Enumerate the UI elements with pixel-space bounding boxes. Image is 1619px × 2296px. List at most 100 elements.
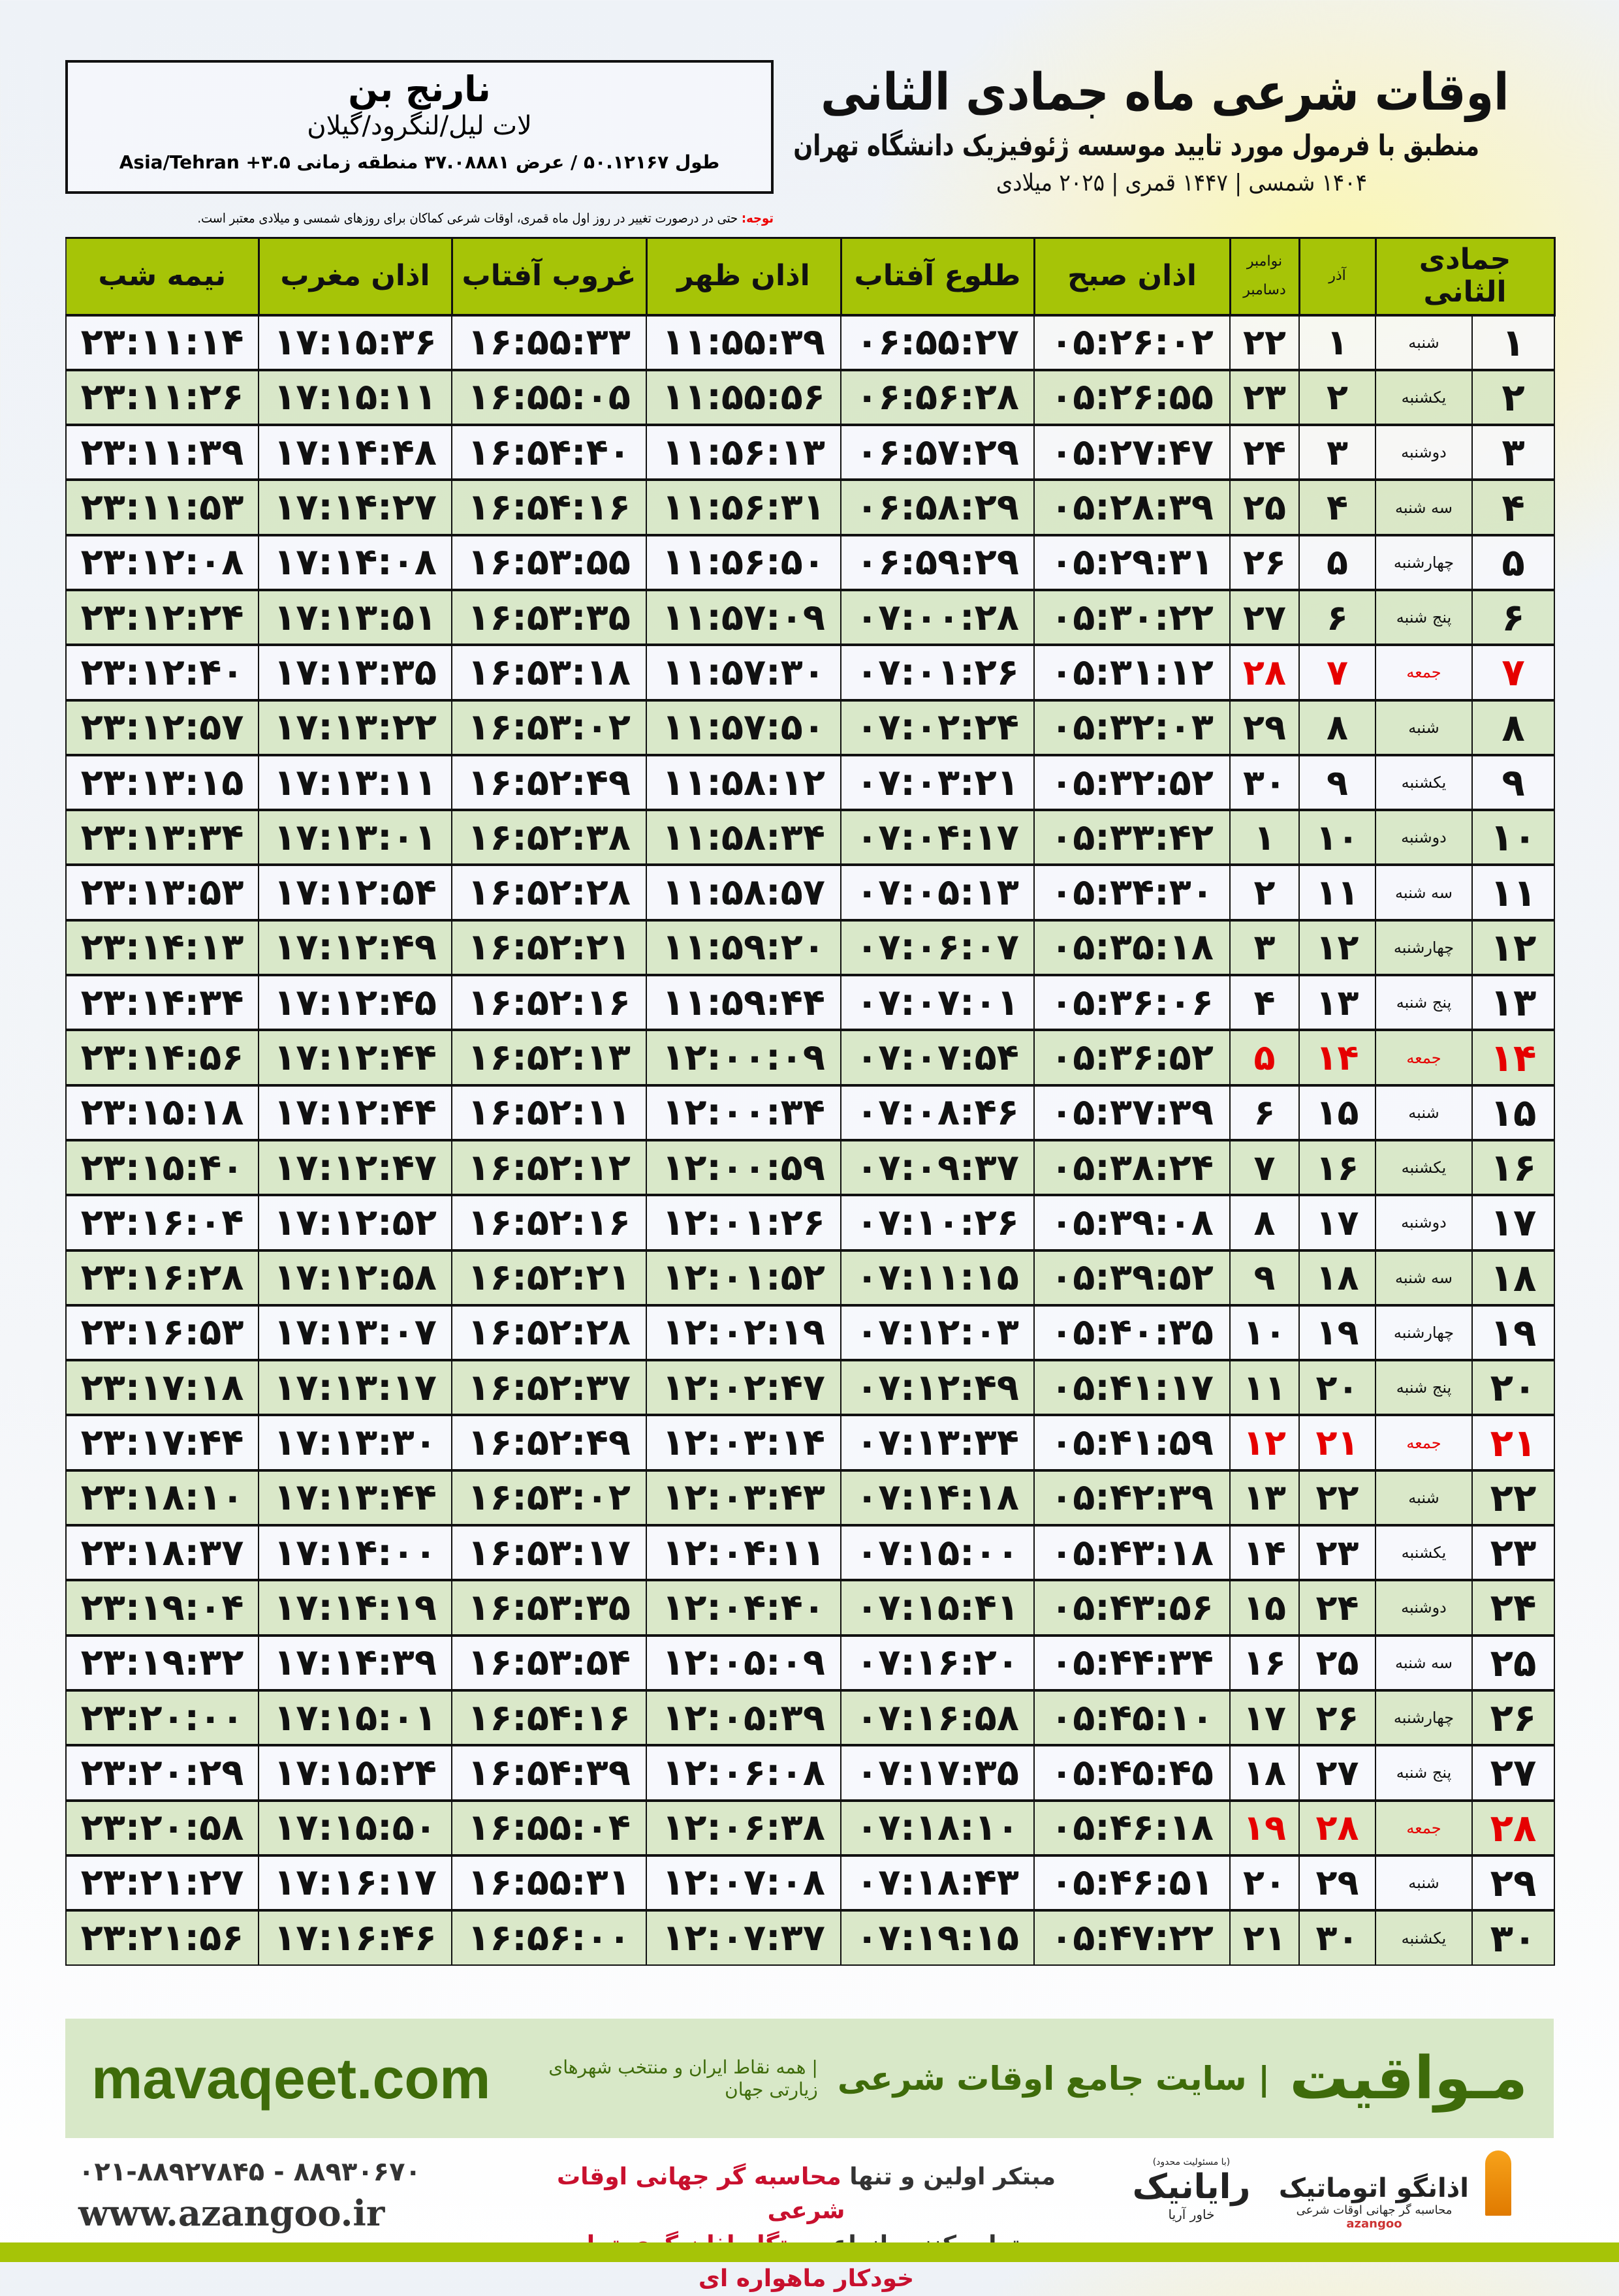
cell-sunrise: ۰۷:۰۶:۰۷ — [840, 918, 1035, 976]
promo-line1-b: محاسبه گر جهانی اوقات شرعی — [556, 2164, 845, 2224]
table-row: ۱۸ سه شنبه ۱۸ ۹ ۰۵:۳۹:۵۲ ۰۷:۱۱:۱۵ ۱۲:۰۱:۵۲ ۱۶:۵… — [65, 1249, 1556, 1306]
table-row: ۱۴ جمعه ۱۴ ۵ ۰۵:۳۶:۵۲ ۰۷:۰۷:۵۴ ۱۲:۰۰:۰۹ ۱۶:۵۲:۱… — [65, 1029, 1556, 1086]
cell-dhuhr: ۱۲:۰۶:۳۸ — [646, 1799, 841, 1856]
cell-fajr: ۰۵:۳۵:۱۸ — [1033, 918, 1231, 976]
mavaqeet-banner: مـواقیت | سایت جامع اوقات شرعی | همه نقا… — [65, 2019, 1554, 2138]
cell-weekday: سه شنبه — [1374, 863, 1473, 921]
cell-azar-day: ۷ — [1298, 644, 1376, 701]
cell-hijri-day: ۲۹ — [1471, 1854, 1556, 1912]
cell-sunset: ۱۶:۵۳:۵۵ — [451, 533, 647, 591]
cell-gregorian-day: ۴ — [1229, 974, 1300, 1031]
cell-dhuhr: ۱۱:۵۵:۵۶ — [646, 368, 841, 426]
cell-hijri-day: ۲۲ — [1471, 1468, 1556, 1527]
azangoo-url[interactable]: www.azangoo.ir — [78, 2192, 385, 2234]
cell-hijri-day: ۱۶ — [1471, 1138, 1556, 1196]
coordinates: طول ۵۰.۱۲۱۶۷ / عرض ۳۷.۰۸۸۸۱ منطقه زمانی … — [119, 151, 720, 173]
cell-hijri-day: ۱۳ — [1471, 974, 1556, 1031]
cell-hijri-day: ۲۴ — [1471, 1579, 1556, 1636]
cell-weekday: سه شنبه — [1374, 1249, 1473, 1306]
cell-weekday: پنج شنبه — [1374, 1744, 1473, 1801]
cell-weekday: جمعه — [1374, 1414, 1473, 1471]
table-row: ۵ چهارشنبه ۵ ۲۶ ۰۵:۲۹:۳۱ ۰۶:۵۹:۲۹ ۱۱:۵۶:۵۰ ۱۶:۵… — [65, 533, 1556, 591]
cell-hijri-day: ۲۱ — [1471, 1414, 1556, 1471]
cell-gregorian-day: ۶ — [1229, 1083, 1300, 1141]
cell-sunset: ۱۶:۵۳:۳۵ — [451, 1579, 647, 1636]
table-row: ۱۶ یکشنبه ۱۶ ۷ ۰۵:۳۸:۲۴ ۰۷:۰۹:۳۷ ۱۲:۰۰:۵۹ ۱۶:۵۲… — [65, 1138, 1556, 1196]
rayanik-logo: (با مسئولیت محدود) رایانیک خاور آریا — [1110, 2157, 1273, 2222]
cell-sunset: ۱۶:۵۵:۰۴ — [451, 1799, 647, 1856]
cell-gregorian-day: ۵ — [1229, 1029, 1300, 1086]
cell-fajr: ۰۵:۴۳:۱۸ — [1033, 1524, 1231, 1581]
cell-dhuhr: ۱۱:۵۶:۳۱ — [646, 478, 841, 536]
cell-weekday: جمعه — [1374, 644, 1473, 701]
cell-azar-day: ۲۳ — [1298, 1524, 1376, 1581]
cell-midnight: ۲۳:۱۸:۳۷ — [65, 1524, 259, 1581]
note: توجه: حتی در درصورت تغییر در روز اول ماه… — [92, 210, 774, 226]
cell-fajr: ۰۵:۲۷:۴۷ — [1033, 424, 1231, 481]
cell-midnight: ۲۳:۱۲:۰۸ — [65, 533, 259, 591]
cell-hijri-day: ۵ — [1471, 533, 1556, 591]
cell-maghrib: ۱۷:۱۶:۱۷ — [258, 1854, 452, 1912]
cell-sunrise: ۰۷:۰۲:۲۴ — [840, 698, 1035, 756]
cell-fajr: ۰۵:۳۷:۳۹ — [1033, 1083, 1231, 1141]
cell-hijri-day: ۷ — [1471, 644, 1556, 701]
cell-azar-day: ۵ — [1298, 533, 1376, 591]
mavaqeet-url[interactable]: mavaqeet.com — [91, 2045, 491, 2111]
cell-maghrib: ۱۷:۱۲:۴۵ — [258, 974, 452, 1031]
cell-azar-day: ۳۰ — [1298, 1909, 1376, 1966]
cell-fajr: ۰۵:۳۶:۵۲ — [1033, 1029, 1231, 1086]
cell-dhuhr: ۱۱:۵۶:۵۰ — [646, 533, 841, 591]
promo-line1-a: مبتکر اولین و تنها — [841, 2164, 1056, 2190]
cell-dhuhr: ۱۲:۰۳:۴۳ — [646, 1468, 841, 1527]
cell-sunset: ۱۶:۵۴:۱۶ — [451, 478, 647, 536]
cell-sunset: ۱۶:۵۲:۱۶ — [451, 974, 647, 1031]
table-row: ۴ سه شنبه ۴ ۲۵ ۰۵:۲۸:۳۹ ۰۶:۵۸:۲۹ ۱۱:۵۶:۳۱ ۱۶:۵۴… — [65, 478, 1556, 536]
cell-sunrise: ۰۷:۱۳:۳۴ — [840, 1414, 1035, 1471]
cell-hijri-day: ۸ — [1471, 698, 1556, 756]
cell-azar-day: ۶ — [1298, 588, 1376, 646]
cell-weekday: دوشنبه — [1374, 1579, 1473, 1636]
col-november: نوامبر — [1246, 253, 1283, 270]
cell-dhuhr: ۱۲:۰۵:۰۹ — [646, 1634, 841, 1691]
cell-hijri-day: ۲۸ — [1471, 1799, 1556, 1856]
cell-azar-day: ۲ — [1298, 368, 1376, 426]
banner-tagline: | سایت جامع اوقات شرعی — [837, 2059, 1270, 2098]
cell-sunset: ۱۶:۵۴:۳۹ — [451, 1744, 647, 1801]
cell-sunrise: ۰۷:۰۳:۲۱ — [840, 753, 1035, 811]
cell-azar-day: ۱۶ — [1298, 1138, 1376, 1196]
cell-midnight: ۲۳:۱۳:۱۵ — [65, 753, 259, 811]
cell-dhuhr: ۱۲:۰۱:۵۲ — [646, 1249, 841, 1306]
table-row: ۷ جمعه ۷ ۲۸ ۰۵:۳۱:۱۲ ۰۷:۰۱:۲۶ ۱۱:۵۷:۳۰ ۱۶:۵۳:۱۸… — [65, 644, 1556, 701]
azangoo-sub: محاسبه گر جهانی اوقات شرعی — [1296, 2203, 1453, 2217]
cell-maghrib: ۱۷:۱۵:۱۱ — [258, 368, 452, 426]
table-row: ۲۹ شنبه ۲۹ ۲۰ ۰۵:۴۶:۵۱ ۰۷:۱۸:۴۳ ۱۲:۰۷:۰۸ ۱۶:۵۵:… — [65, 1854, 1556, 1912]
page-subtitle: منطبق با فرمول مورد تایید موسسه ژئوفیزیک… — [793, 129, 1479, 163]
cell-hijri-day: ۱۸ — [1471, 1249, 1556, 1306]
col-december: دسامبر — [1243, 282, 1286, 299]
cell-weekday: یکشنبه — [1374, 1138, 1473, 1196]
cell-sunrise: ۰۶:۵۹:۲۹ — [840, 533, 1035, 591]
cell-azar-day: ۲۴ — [1298, 1579, 1376, 1636]
cell-dhuhr: ۱۱:۵۸:۵۷ — [646, 863, 841, 921]
cell-hijri-day: ۱۵ — [1471, 1083, 1556, 1141]
cell-fajr: ۰۵:۳۳:۴۲ — [1033, 809, 1231, 866]
col-midnight: نیمه شب — [65, 237, 260, 316]
cell-fajr: ۰۵:۴۳:۵۶ — [1033, 1579, 1231, 1636]
cell-fajr: ۰۵:۴۴:۳۴ — [1033, 1634, 1231, 1691]
cell-maghrib: ۱۷:۱۴:۳۹ — [258, 1634, 452, 1691]
cell-maghrib: ۱۷:۱۳:۳۰ — [258, 1414, 452, 1471]
cell-dhuhr: ۱۱:۵۷:۳۰ — [646, 644, 841, 701]
cell-gregorian-day: ۲۶ — [1229, 533, 1300, 591]
cell-sunset: ۱۶:۵۳:۰۲ — [451, 698, 647, 756]
cell-azar-day: ۹ — [1298, 753, 1376, 811]
table-row: ۲۸ جمعه ۲۸ ۱۹ ۰۵:۴۶:۱۸ ۰۷:۱۸:۱۰ ۱۲:۰۶:۳۸ ۱۶:۵۵:… — [65, 1799, 1556, 1856]
table-row: ۳ دوشنبه ۳ ۲۴ ۰۵:۲۷:۴۷ ۰۶:۵۷:۲۹ ۱۱:۵۶:۱۳ ۱۶:۵۴:… — [65, 424, 1556, 481]
cell-sunset: ۱۶:۵۳:۳۵ — [451, 588, 647, 646]
cell-gregorian-day: ۹ — [1229, 1249, 1300, 1306]
cell-gregorian-day: ۲۰ — [1229, 1854, 1300, 1912]
cell-sunset: ۱۶:۵۲:۱۱ — [451, 1083, 647, 1141]
col-fajr: اذان صبح — [1033, 237, 1231, 316]
cell-gregorian-day: ۲۳ — [1229, 368, 1300, 426]
cell-gregorian-day: ۱ — [1229, 809, 1300, 866]
cell-gregorian-day: ۲۲ — [1229, 313, 1300, 371]
